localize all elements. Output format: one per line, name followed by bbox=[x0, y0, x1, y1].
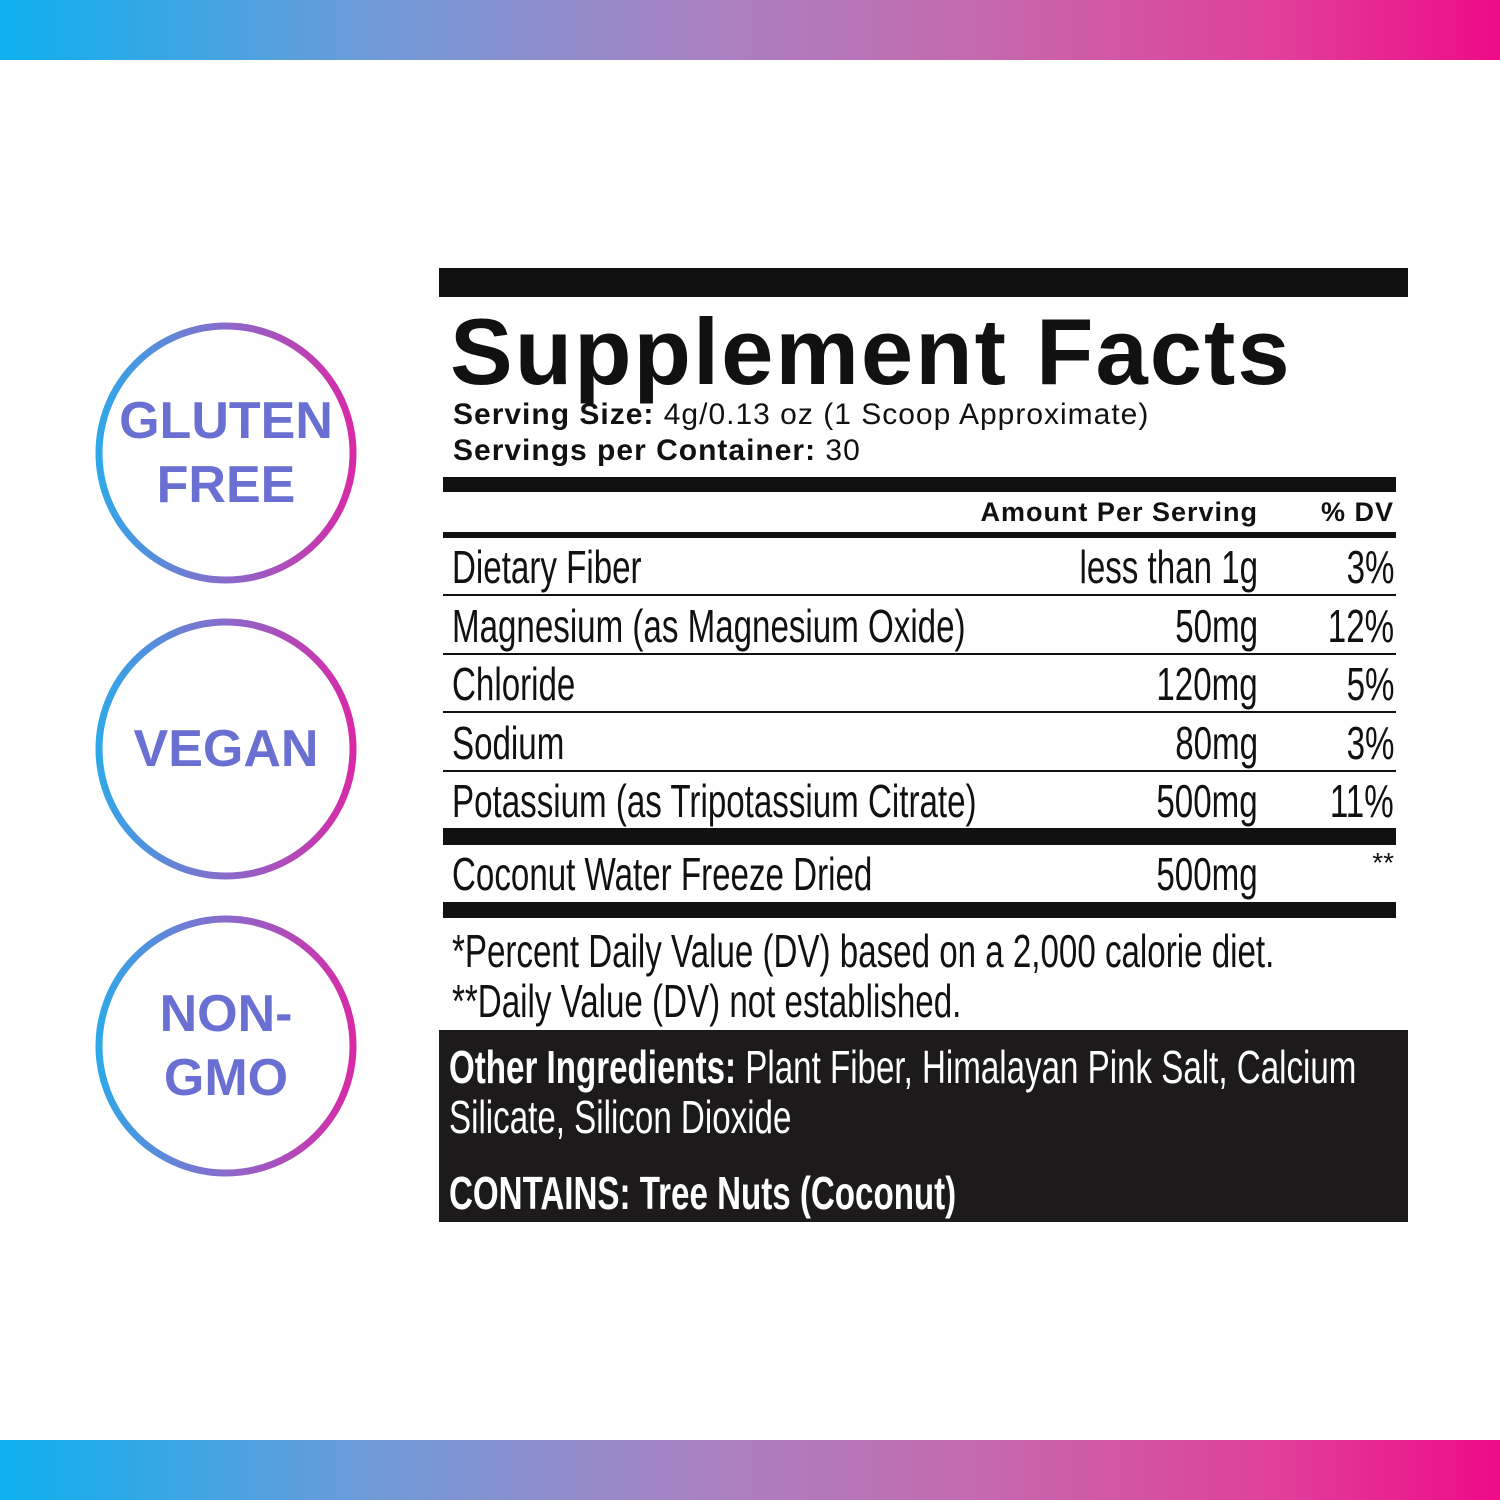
nutrient-dv: ** bbox=[1372, 847, 1394, 878]
serving-size: Serving Size: 4g/0.13 oz (1 Scoop Approx… bbox=[453, 398, 1149, 432]
badge-text: GLUTEN bbox=[119, 392, 333, 450]
nutrient-row: Chloride 120mg 5% bbox=[452, 657, 1394, 710]
nutrient-amount: 500mg bbox=[1156, 775, 1258, 827]
servings-per-container: Servings per Container: 30 bbox=[453, 434, 861, 468]
badge-vegan: VEGAN bbox=[95, 618, 357, 880]
servings-value: 30 bbox=[825, 434, 861, 467]
nutrient-amount: 500mg bbox=[1156, 848, 1258, 900]
row-divider bbox=[443, 711, 1396, 713]
other-ingredients-box: Other Ingredients: Plant Fiber, Himalaya… bbox=[439, 1030, 1408, 1222]
nutrient-dv: 3% bbox=[1346, 716, 1394, 769]
nutrient-row: Potassium (as Tripotassium Citrate) 500mg… bbox=[452, 774, 1394, 827]
nutrient-amount: less than 1g bbox=[1079, 541, 1258, 593]
nutrient-name: Dietary Fiber bbox=[452, 541, 642, 593]
nutrient-row-coconut: Coconut Water Freeze Dried 500mg ** bbox=[452, 847, 1394, 900]
nutrient-amount: 50mg bbox=[1175, 599, 1258, 652]
thick-rule bbox=[443, 902, 1396, 918]
top-rule bbox=[439, 268, 1408, 297]
top-gradient-band bbox=[0, 0, 1500, 60]
nutrient-row: Dietary Fiber less than 1g 3% bbox=[452, 540, 1394, 593]
header-rule bbox=[443, 532, 1396, 538]
row-divider bbox=[443, 769, 1396, 772]
nutrient-dv: 5% bbox=[1346, 658, 1394, 710]
badge-text: NON- bbox=[159, 985, 293, 1043]
badge-ring-icon bbox=[95, 618, 357, 880]
nutrient-row: Sodium 80mg 3% bbox=[452, 716, 1394, 769]
nutrient-name: Magnesium (as Magnesium Oxide) bbox=[452, 599, 966, 652]
badge-text: GMO bbox=[163, 1049, 289, 1107]
nutrient-name: Chloride bbox=[452, 658, 576, 710]
badge-text: FREE bbox=[156, 456, 296, 514]
header-dv: % DV bbox=[1320, 497, 1394, 527]
badge-ring-icon bbox=[95, 322, 357, 584]
bottom-gradient-band bbox=[0, 1440, 1500, 1500]
other-ingredients-line1: Plant Fiber, Himalayan Pink Salt, Calciu… bbox=[745, 1041, 1357, 1093]
row-divider bbox=[443, 652, 1396, 655]
nutrient-amount: 80mg bbox=[1175, 716, 1258, 769]
nutrient-name: Coconut Water Freeze Dried bbox=[452, 848, 873, 900]
nutrient-dv: 11% bbox=[1330, 775, 1394, 827]
badge-text: VEGAN bbox=[133, 720, 319, 778]
footnote-dv: *Percent Daily Value (DV) based on a 2,0… bbox=[452, 925, 1275, 977]
badge-ring-icon bbox=[95, 915, 357, 1177]
row-divider bbox=[443, 594, 1396, 596]
allergen-contains: CONTAINS: Tree Nuts (Coconut) bbox=[449, 1167, 957, 1219]
nutrient-name: Potassium (as Tripotassium Citrate) bbox=[452, 775, 977, 827]
serving-size-label: Serving Size: bbox=[453, 398, 655, 431]
nutrient-name: Sodium bbox=[452, 716, 565, 769]
serving-size-value: 4g/0.13 oz (1 Scoop Approximate) bbox=[663, 398, 1150, 431]
footnote-not-established: **Daily Value (DV) not established. bbox=[452, 975, 962, 1027]
servings-label: Servings per Container: bbox=[453, 434, 817, 467]
nutrient-amount: 120mg bbox=[1156, 658, 1258, 710]
facts-title: Supplement Facts bbox=[450, 299, 1292, 404]
nutrient-dv: 12% bbox=[1327, 599, 1394, 652]
other-ingredients-line2: Silicate, Silicon Dioxide bbox=[449, 1091, 792, 1143]
nutrient-dv: 3% bbox=[1346, 541, 1394, 593]
header-amount: Amount Per Serving bbox=[980, 497, 1258, 527]
thick-rule bbox=[443, 828, 1396, 845]
nutrient-row: Magnesium (as Magnesium Oxide) 50mg 12% bbox=[452, 599, 1394, 652]
badge-non-gmo: NON- GMO bbox=[95, 915, 357, 1177]
other-ingredients-label: Other Ingredients: bbox=[449, 1041, 737, 1093]
badge-gluten-free: GLUTEN FREE bbox=[95, 322, 357, 584]
thick-rule bbox=[443, 477, 1396, 492]
